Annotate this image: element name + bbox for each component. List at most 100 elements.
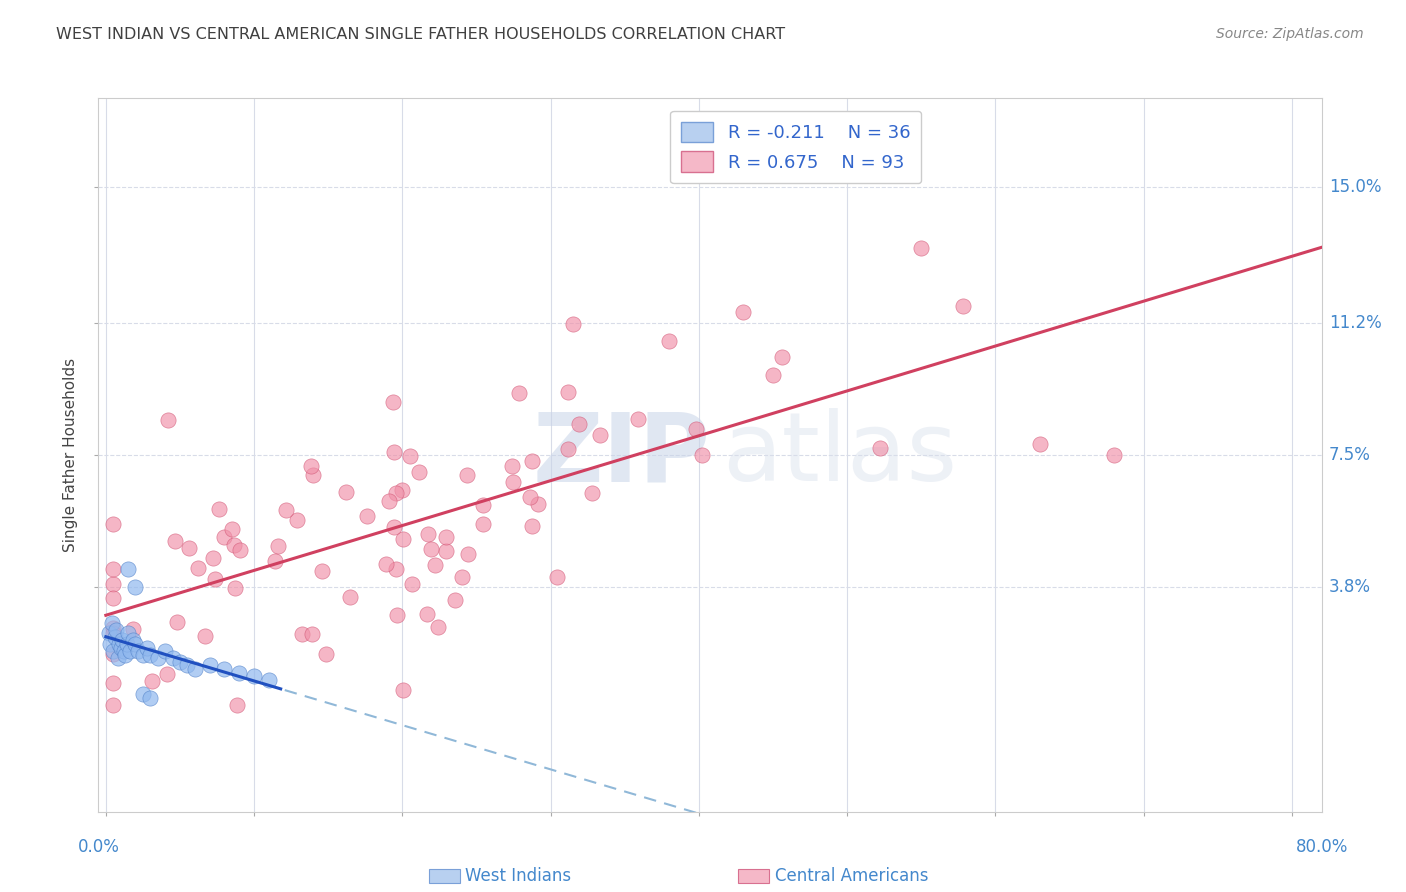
- Point: [115, 637, 138, 651]
- Point: [162, 651, 184, 665]
- Point: [198, 658, 221, 673]
- Point: [274, 503, 297, 517]
- Text: 3.8%: 3.8%: [1329, 578, 1371, 596]
- Point: [111, 633, 134, 648]
- Point: [229, 543, 252, 558]
- Point: [212, 530, 235, 544]
- Point: [187, 561, 209, 575]
- Text: Source: ZipAtlas.com: Source: ZipAtlas.com: [1216, 27, 1364, 41]
- Point: [100, 615, 122, 630]
- Point: [339, 590, 361, 604]
- Point: [285, 513, 308, 527]
- Point: [103, 698, 125, 712]
- Point: [107, 651, 129, 665]
- Point: [103, 626, 125, 640]
- Point: [110, 640, 132, 655]
- Point: [103, 675, 125, 690]
- Point: [589, 428, 612, 442]
- Text: 0.0%: 0.0%: [77, 838, 120, 856]
- Point: [423, 558, 446, 572]
- Point: [910, 241, 932, 255]
- Text: West Indians: West Indians: [465, 867, 571, 885]
- Point: [257, 673, 280, 687]
- Point: [401, 577, 423, 591]
- Point: [685, 422, 707, 436]
- Point: [356, 509, 378, 524]
- Point: [450, 569, 472, 583]
- Point: [520, 519, 543, 533]
- Point: [194, 629, 217, 643]
- Point: [228, 665, 250, 680]
- Point: [103, 517, 125, 532]
- Point: [103, 577, 125, 591]
- Text: 15.0%: 15.0%: [1329, 178, 1381, 196]
- Point: [427, 620, 450, 634]
- Point: [377, 494, 399, 508]
- Point: [124, 580, 146, 594]
- Point: [127, 644, 149, 658]
- Point: [177, 541, 200, 555]
- Point: [117, 562, 139, 576]
- Point: [392, 683, 415, 698]
- Point: [103, 562, 125, 576]
- Point: [502, 475, 524, 490]
- Point: [132, 687, 155, 701]
- Point: [291, 627, 314, 641]
- Point: [103, 644, 125, 658]
- Point: [122, 622, 145, 636]
- Point: [153, 644, 176, 658]
- Point: [132, 648, 155, 662]
- Point: [201, 551, 224, 566]
- Point: [733, 305, 755, 319]
- Point: [112, 644, 135, 658]
- Point: [165, 534, 187, 549]
- Legend: R = -0.211    N = 36, R = 0.675    N = 93: R = -0.211 N = 36, R = 0.675 N = 93: [669, 111, 921, 183]
- Point: [139, 648, 162, 662]
- Point: [434, 544, 457, 558]
- Point: [169, 655, 191, 669]
- Point: [384, 485, 406, 500]
- Point: [501, 458, 523, 473]
- Text: Central Americans: Central Americans: [775, 867, 928, 885]
- Point: [117, 626, 139, 640]
- Text: 11.2%: 11.2%: [1329, 314, 1382, 332]
- Point: [581, 485, 603, 500]
- Point: [627, 412, 650, 426]
- Point: [184, 662, 207, 676]
- Point: [434, 530, 457, 544]
- Y-axis label: Single Father Households: Single Father Households: [63, 358, 79, 552]
- Point: [381, 395, 404, 409]
- Point: [208, 502, 231, 516]
- Point: [335, 484, 357, 499]
- Point: [98, 637, 121, 651]
- Point: [770, 350, 793, 364]
- Text: 7.5%: 7.5%: [1329, 446, 1371, 464]
- Point: [136, 640, 159, 655]
- Point: [302, 468, 325, 483]
- Point: [311, 564, 333, 578]
- Point: [561, 318, 583, 332]
- Point: [456, 468, 478, 483]
- Point: [114, 648, 136, 662]
- Point: [105, 623, 128, 637]
- Text: WEST INDIAN VS CENTRAL AMERICAN SINGLE FATHER HOUSEHOLDS CORRELATION CHART: WEST INDIAN VS CENTRAL AMERICAN SINGLE F…: [56, 27, 786, 42]
- Point: [243, 669, 266, 683]
- Point: [108, 637, 131, 651]
- Point: [519, 490, 541, 504]
- Point: [443, 593, 465, 607]
- Point: [214, 662, 236, 676]
- Text: 80.0%: 80.0%: [1295, 838, 1348, 856]
- Point: [103, 591, 125, 605]
- Point: [267, 539, 290, 553]
- Point: [398, 449, 420, 463]
- Point: [416, 607, 439, 621]
- Point: [391, 483, 413, 497]
- Point: [103, 621, 125, 635]
- Point: [221, 522, 243, 536]
- Point: [264, 554, 287, 568]
- Point: [382, 445, 405, 459]
- Point: [546, 570, 568, 584]
- Point: [103, 648, 125, 662]
- Point: [385, 561, 408, 575]
- Point: [97, 626, 120, 640]
